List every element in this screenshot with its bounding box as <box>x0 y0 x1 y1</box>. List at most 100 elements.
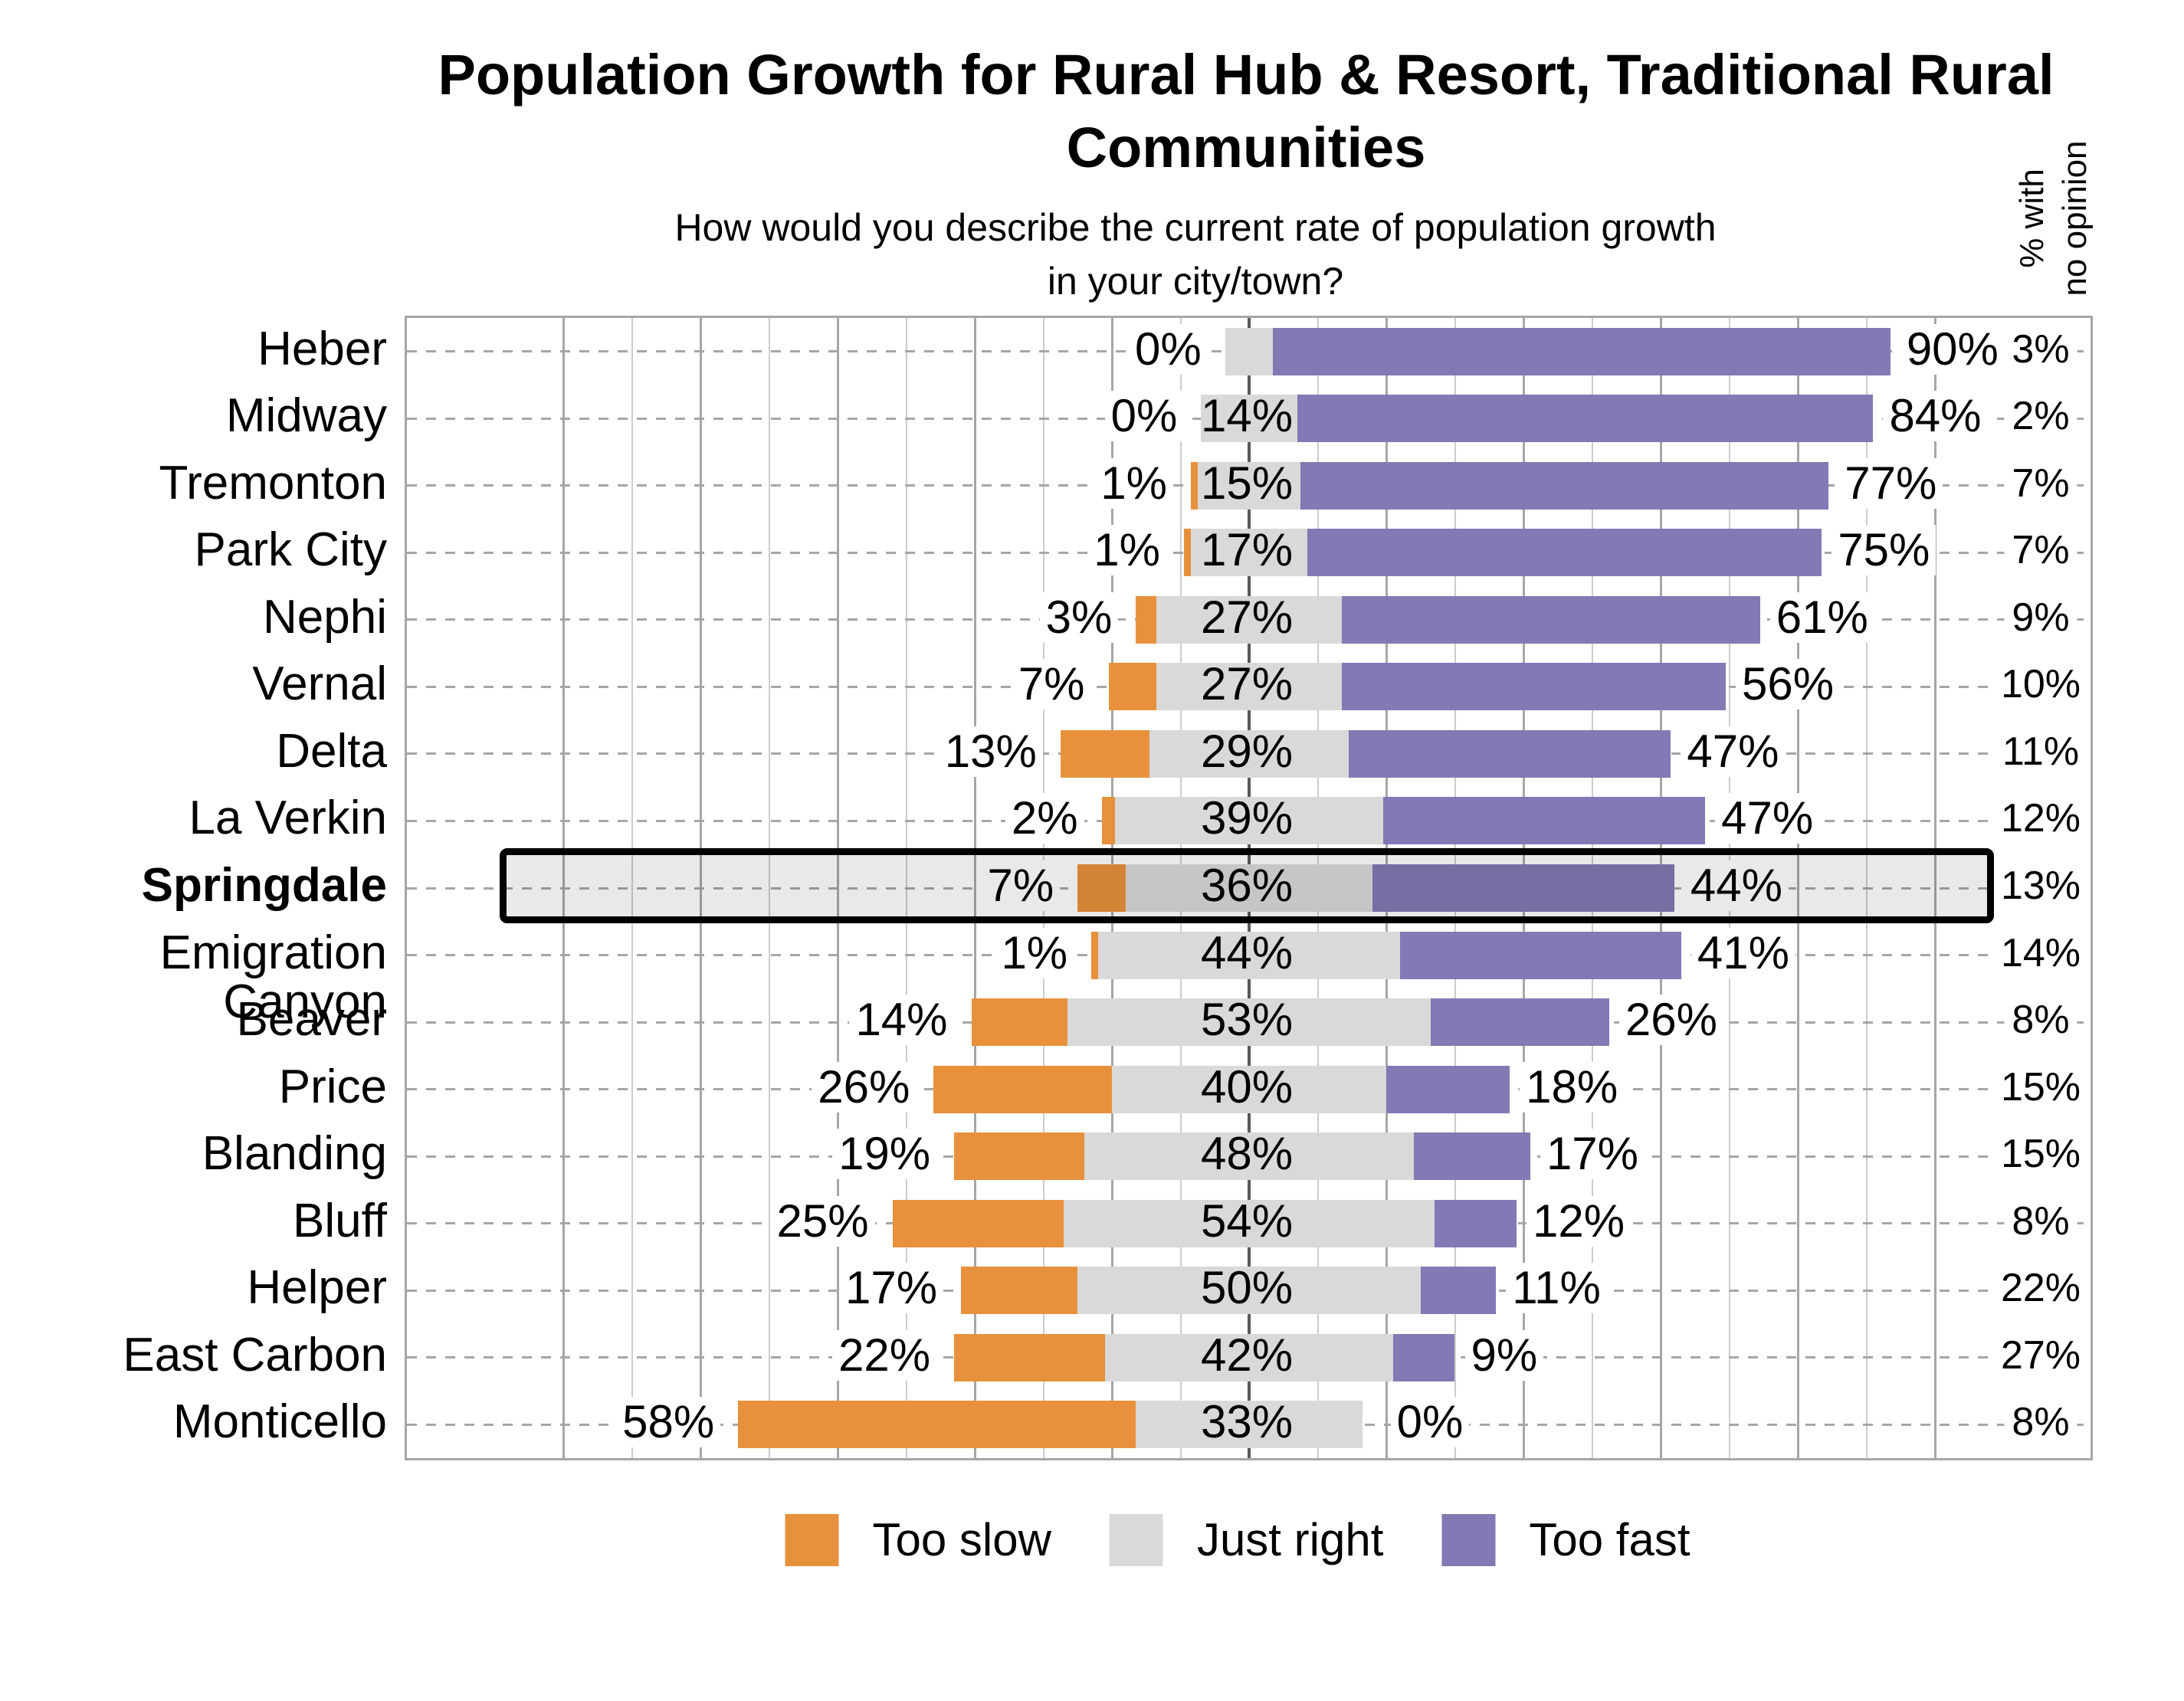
plot-area <box>405 316 2093 1460</box>
chart-title: Population Growth for Rural Hub & Resort… <box>438 38 2054 184</box>
too-fast-bar <box>1297 395 1874 443</box>
row-label-heber: Heber <box>257 322 387 375</box>
chart-subtitle-line2: in your city/town? <box>1047 260 1344 303</box>
chart-title-line2: Communities <box>1066 116 1426 179</box>
just-right-bar <box>1201 395 1297 443</box>
legend-item-just-right: Just right <box>1109 1513 1384 1567</box>
row-label-delta: Delta <box>276 724 387 778</box>
too-fast-bar <box>1399 931 1681 979</box>
too-fast-bar <box>1434 1199 1517 1247</box>
too-fast-value-label: 75% <box>1831 525 1936 576</box>
just-right-value-label: 27% <box>1200 658 1294 710</box>
too-fast-value-label: 17% <box>1540 1129 1645 1180</box>
no-opinion-value-label: 8% <box>2004 997 2077 1044</box>
too-fast-value-label: 77% <box>1838 457 1943 509</box>
just-right-bar <box>1084 1132 1414 1181</box>
too-fast-value-label: 41% <box>1690 927 1795 978</box>
too-slow-value-label: 1% <box>995 927 1074 978</box>
row-label-park-city: Park City <box>194 523 387 577</box>
too-slow-value-label: 17% <box>839 1263 944 1314</box>
no-opinion-value-label: 13% <box>1992 863 2089 909</box>
too-slow-value-label: 0% <box>1128 323 1208 375</box>
too-slow-value-label: 14% <box>849 995 954 1046</box>
too-fast-bar <box>1307 529 1822 577</box>
no-opinion-header-line2: no opinion <box>2056 140 2094 297</box>
just-right-value-label: 40% <box>1200 1060 1294 1113</box>
too-slow-bar <box>1183 529 1191 577</box>
just-right-value-label: 36% <box>1200 860 1294 911</box>
just-right-bar <box>1136 1401 1363 1449</box>
row-label-bluff: Bluff <box>293 1194 387 1247</box>
too-slow-bar <box>1077 864 1126 912</box>
row-label-la-verkin: La Verkin <box>189 792 387 845</box>
too-slow-value-label: 19% <box>832 1129 937 1180</box>
just-right-value-label: 14% <box>1200 390 1294 442</box>
too-fast-bar <box>1273 327 1891 375</box>
no-opinion-value-label: 15% <box>1992 1131 2089 1178</box>
no-opinion-column-header: % with no opinion <box>2011 140 2097 296</box>
no-opinion-value-label: 8% <box>2004 1198 2077 1244</box>
too-fast-bar <box>1413 1132 1530 1181</box>
too-slow-value-label: 1% <box>1094 457 1173 509</box>
row-label-tremonton: Tremonton <box>159 456 388 510</box>
too-fast-swatch <box>1441 1514 1496 1566</box>
too-fast-value-label: 11% <box>1506 1263 1607 1314</box>
just-right-bar <box>1190 529 1308 577</box>
too-slow-value-label: 2% <box>1005 793 1084 844</box>
too-slow-value-label: 1% <box>1087 525 1166 576</box>
just-right-value-label: 48% <box>1200 1128 1294 1180</box>
just-right-bar <box>1064 1199 1435 1247</box>
too-fast-value-label: 47% <box>1681 726 1786 777</box>
no-opinion-value-label: 7% <box>2004 527 2077 574</box>
no-opinion-value-label: 22% <box>1992 1265 2089 1312</box>
too-fast-bar <box>1300 461 1829 510</box>
just-right-bar <box>1077 1267 1421 1315</box>
legend-item-too-slow: Too slow <box>785 1513 1051 1567</box>
row-label-vernal: Vernal <box>252 657 387 711</box>
just-right-value-label: 39% <box>1200 792 1294 844</box>
no-opinion-value-label: 3% <box>2004 326 2077 372</box>
just-right-bar <box>1156 663 1342 711</box>
just-right-value-label: 54% <box>1200 1195 1294 1247</box>
too-fast-value-label: 90% <box>1900 323 2005 375</box>
too-slow-bar <box>1060 729 1150 778</box>
just-right-bar <box>1115 797 1383 845</box>
too-fast-value-label: 56% <box>1736 659 1841 710</box>
too-slow-bar <box>933 1065 1112 1113</box>
too-fast-bar <box>1382 797 1706 845</box>
no-opinion-value-label: 27% <box>1992 1332 2089 1378</box>
too-slow-bar <box>954 1333 1106 1381</box>
too-slow-value-label: 7% <box>1012 659 1091 710</box>
just-right-bar <box>1225 327 1274 375</box>
too-slow-bar <box>892 1199 1064 1247</box>
too-slow-value-label: 3% <box>1039 592 1119 643</box>
just-right-bar <box>1197 461 1301 510</box>
chart-subtitle-line1: How would you describe the current rate … <box>674 206 1717 249</box>
too-slow-value-label: 58% <box>616 1397 721 1448</box>
legend-label-just-right: Just right <box>1196 1514 1384 1565</box>
just-right-value-label: 15% <box>1200 457 1294 509</box>
no-opinion-value-label: 2% <box>2004 393 2077 440</box>
just-right-value-label: 33% <box>1200 1396 1294 1448</box>
just-right-bar <box>1105 1333 1393 1381</box>
too-fast-bar <box>1431 998 1609 1047</box>
just-right-value-label: 50% <box>1200 1262 1294 1314</box>
too-slow-value-label: 13% <box>938 726 1043 777</box>
row-label-monticello: Monticello <box>172 1395 387 1449</box>
too-fast-value-label: 61% <box>1769 592 1874 643</box>
no-opinion-header-line1: % with <box>2013 169 2051 268</box>
row-label-price: Price <box>278 1060 387 1113</box>
too-fast-bar <box>1420 1267 1497 1315</box>
just-right-bar <box>1112 1065 1386 1113</box>
row-label-springdale: Springdale <box>141 859 387 912</box>
just-right-bar <box>1149 729 1349 778</box>
too-slow-bar <box>971 998 1067 1047</box>
too-fast-value-label: 84% <box>1883 391 1988 442</box>
just-right-value-label: 42% <box>1200 1329 1294 1381</box>
chart-title-line1: Population Growth for Rural Hub & Resort… <box>438 43 2054 107</box>
too-fast-value-label: 0% <box>1390 1397 1470 1448</box>
too-fast-value-label: 9% <box>1464 1329 1544 1381</box>
too-slow-bar <box>1136 595 1157 644</box>
just-right-bar <box>1125 864 1373 912</box>
